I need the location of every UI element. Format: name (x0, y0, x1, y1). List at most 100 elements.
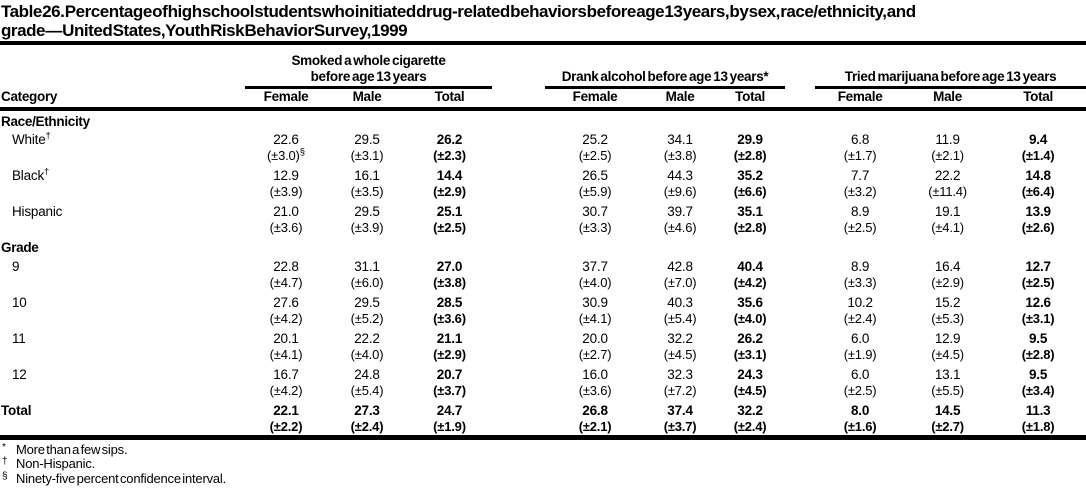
value-cell: 22.1 (±2.2) (245, 400, 327, 438)
cell-value: 27.6 (273, 294, 299, 310)
cell-confidence-interval: (±4.7) (245, 275, 327, 291)
cell-value: 26.5 (582, 167, 608, 183)
cell-confidence-interval: (±5.4) (327, 383, 407, 399)
cell-confidence-interval: (±4.5) (905, 347, 990, 363)
cell-value: 22.1 (273, 402, 299, 418)
cell-value: 26.8 (582, 402, 608, 418)
cell-confidence-interval: (±2.2) (245, 419, 327, 435)
value-cell: 26.8 (±2.1) (545, 400, 645, 438)
cell-value: 39.7 (667, 203, 693, 219)
cell-confidence-interval: (±3.3) (545, 220, 645, 236)
value-cell: 25.2 (±2.5) (545, 129, 645, 165)
cell-confidence-interval: (±7.2) (645, 383, 715, 399)
cell-confidence-interval: (±6.4) (990, 184, 1086, 200)
cell-value: 19.1 (934, 203, 961, 219)
section-label: Grade (1, 239, 39, 255)
cell-confidence-interval: (±1.7) (815, 148, 905, 164)
column-gap (785, 201, 815, 237)
column-gap (785, 292, 815, 328)
value-cell: 10.2 (±2.4) (815, 292, 905, 328)
confidence-interval-text: (±3.5) (350, 183, 384, 199)
value-cell: 14.8 (±6.4) (990, 165, 1086, 201)
cell-value: 12.6 (1025, 294, 1051, 310)
cell-confidence-interval: (±5.5) (905, 383, 990, 399)
confidence-interval-text: (±4.0) (733, 310, 767, 326)
value-cell: 32.2 (±4.5) (645, 328, 715, 364)
footnote-text: More than a few sips. (16, 441, 128, 457)
cell-value: 16.7 (273, 366, 299, 382)
column-gap (492, 328, 545, 364)
cell-confidence-interval: (±3.6) (245, 220, 327, 236)
cell-confidence-interval: (±4.6) (645, 220, 715, 236)
column-gap (492, 292, 545, 328)
confidence-interval-text: (±3.6) (578, 382, 612, 398)
cell-value: 12.9 (934, 330, 961, 346)
row-label-footnote-marker: † (45, 130, 51, 141)
column-header-gap (492, 87, 546, 111)
cell-confidence-interval: (±3.4) (990, 383, 1086, 399)
column-gap (492, 256, 545, 292)
cell-confidence-interval: (±5.9) (545, 184, 645, 200)
confidence-interval-text: (±4.2) (269, 310, 303, 326)
cell-confidence-interval: (±2.7) (905, 419, 990, 435)
cell-confidence-interval: (±5.4) (645, 311, 715, 327)
value-cell: 37.7 (±4.0) (545, 256, 645, 292)
confidence-interval-text: (±3.1) (733, 346, 767, 362)
row-label-footnote-marker: † (44, 166, 50, 177)
column-header-cigarette-male: Male (327, 87, 407, 111)
confidence-interval-text: (±1.9) (843, 346, 877, 362)
cell-confidence-interval: (±2.4) (815, 311, 905, 327)
cell-value: 40.3 (667, 294, 693, 310)
column-header-gap (785, 87, 816, 111)
cell-value: 14.8 (1025, 167, 1051, 183)
value-cell: 44.3 (±9.6) (645, 165, 715, 201)
col-group-marijuana-label: Tried marijuana before age 13 years (844, 68, 1057, 84)
value-cell: 22.6 (±3.0)§ (245, 129, 327, 165)
cell-value: 8.9 (850, 258, 870, 274)
row-label: 11 (0, 328, 245, 364)
cell-value: 20.0 (582, 330, 608, 346)
spanner-gap (492, 45, 545, 87)
row-label: 9 (0, 256, 245, 292)
confidence-interval-text: (±2.5) (433, 219, 466, 235)
cell-value: 6.0 (850, 330, 870, 346)
confidence-interval-text: (±2.9) (433, 183, 466, 199)
cell-value: 21.1 (436, 330, 463, 346)
cell-confidence-interval: (±6.0) (327, 275, 407, 291)
cell-value: 27.0 (436, 258, 463, 274)
cell-confidence-interval: (±4.2) (245, 383, 327, 399)
cell-confidence-interval: (±4.5) (645, 347, 715, 363)
cell-confidence-interval: (±2.7) (545, 347, 645, 363)
row-label-text: Black (12, 167, 45, 183)
value-cell: 14.5 (±2.7) (905, 400, 990, 438)
value-cell: 9.5 (±3.4) (990, 364, 1086, 400)
confidence-interval-text: (±5.2) (350, 310, 384, 326)
value-cell: 19.1 (±4.1) (905, 201, 990, 237)
cell-confidence-interval: (±5.2) (327, 311, 407, 327)
cell-confidence-interval: (±1.4) (990, 148, 1086, 164)
confidence-interval-text: (±4.1) (269, 346, 303, 362)
cell-value: 11.3 (1025, 402, 1051, 418)
value-cell: 30.9 (±4.1) (545, 292, 645, 328)
cell-value: 12.7 (1025, 258, 1051, 274)
column-gap (492, 165, 545, 201)
footnote: † Non-Hispanic. (2, 456, 96, 471)
confidence-interval-text: (±2.8) (733, 219, 767, 235)
cell-value: 8.0 (850, 402, 870, 418)
column-header-marijuana-female: Female (815, 87, 906, 111)
value-cell: 26.5 (±5.9) (545, 165, 645, 201)
cell-confidence-interval: (±2.5) (815, 220, 905, 236)
value-cell: 25.1 (±2.5) (407, 201, 492, 237)
value-cell: 6.0 (±1.9) (815, 328, 905, 364)
value-cell: 16.0 (±3.6) (545, 364, 645, 400)
value-cell: 6.0 (±2.5) (815, 364, 905, 400)
confidence-interval-text: (±3.1) (1021, 310, 1055, 326)
table-row: Total 22.1 (±2.2) 27.3 (±2.4) 24.7 (±1.9) 26.8(… (0, 400, 1086, 438)
cell-confidence-interval: (±3.5) (327, 184, 407, 200)
column-header-category: Category (0, 87, 245, 111)
confidence-interval-text: (±2.5) (843, 219, 877, 235)
cell-value: 35.1 (737, 203, 763, 219)
cell-value: 24.8 (354, 366, 380, 382)
confidence-interval-text: (±2.6) (1021, 219, 1055, 235)
value-cell: 12.6 (±3.1) (990, 292, 1086, 328)
